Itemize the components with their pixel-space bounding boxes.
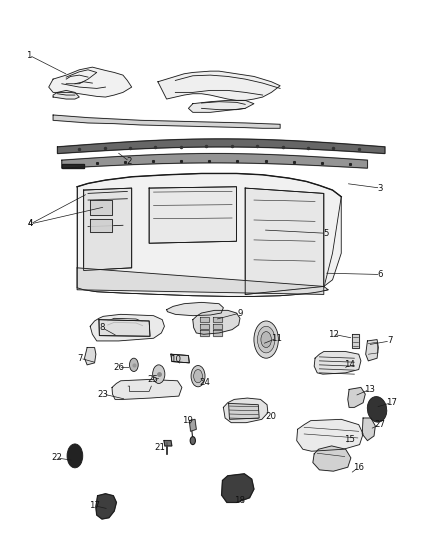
Text: 4: 4 xyxy=(28,220,33,229)
Polygon shape xyxy=(90,200,112,215)
Polygon shape xyxy=(90,219,112,232)
Text: 1: 1 xyxy=(26,51,32,60)
Text: 17: 17 xyxy=(386,398,397,407)
Polygon shape xyxy=(53,115,280,128)
Polygon shape xyxy=(149,187,237,243)
Ellipse shape xyxy=(367,397,387,422)
Polygon shape xyxy=(57,139,385,154)
Circle shape xyxy=(67,444,83,468)
Text: 24: 24 xyxy=(200,378,211,387)
Text: 5: 5 xyxy=(323,229,329,238)
Polygon shape xyxy=(62,164,84,168)
Polygon shape xyxy=(193,310,240,334)
Polygon shape xyxy=(200,330,208,336)
Text: 16: 16 xyxy=(353,463,364,472)
Polygon shape xyxy=(189,419,196,431)
Text: 18: 18 xyxy=(234,496,245,505)
Polygon shape xyxy=(171,354,189,363)
Text: 9: 9 xyxy=(237,309,243,318)
Text: 2: 2 xyxy=(127,157,132,166)
Circle shape xyxy=(258,326,275,353)
Polygon shape xyxy=(213,330,222,336)
Text: 12: 12 xyxy=(328,330,339,339)
Text: 3: 3 xyxy=(378,183,383,192)
Polygon shape xyxy=(99,320,150,336)
Text: 7: 7 xyxy=(387,336,393,345)
Polygon shape xyxy=(314,352,361,374)
Polygon shape xyxy=(85,348,96,365)
Polygon shape xyxy=(352,334,359,348)
Circle shape xyxy=(152,365,165,383)
Text: 27: 27 xyxy=(374,420,385,429)
Text: 22: 22 xyxy=(51,454,62,463)
Polygon shape xyxy=(200,317,208,322)
Polygon shape xyxy=(297,419,363,451)
Text: 13: 13 xyxy=(364,385,375,394)
Polygon shape xyxy=(164,441,172,446)
Polygon shape xyxy=(313,446,351,471)
Polygon shape xyxy=(84,188,132,270)
Text: 11: 11 xyxy=(271,334,282,343)
Text: 19: 19 xyxy=(182,416,193,425)
Polygon shape xyxy=(222,474,254,503)
Circle shape xyxy=(254,321,279,358)
Polygon shape xyxy=(223,398,268,423)
Text: 10: 10 xyxy=(170,355,181,364)
Text: 4: 4 xyxy=(28,220,33,229)
Polygon shape xyxy=(90,314,164,341)
Polygon shape xyxy=(362,418,375,441)
Circle shape xyxy=(191,366,205,387)
Text: 20: 20 xyxy=(265,411,276,421)
Polygon shape xyxy=(112,379,182,399)
Polygon shape xyxy=(166,302,223,316)
Polygon shape xyxy=(49,67,132,97)
Text: 8: 8 xyxy=(99,323,105,332)
Text: 6: 6 xyxy=(378,270,383,279)
Polygon shape xyxy=(96,494,117,519)
Circle shape xyxy=(261,332,272,348)
Polygon shape xyxy=(213,324,222,329)
Polygon shape xyxy=(77,268,324,294)
Circle shape xyxy=(130,358,138,372)
Circle shape xyxy=(194,369,202,383)
Polygon shape xyxy=(62,154,367,168)
Text: 26: 26 xyxy=(113,363,124,372)
Polygon shape xyxy=(348,387,365,407)
Text: 25: 25 xyxy=(147,375,158,384)
Polygon shape xyxy=(188,100,254,112)
Text: 21: 21 xyxy=(155,443,166,452)
Polygon shape xyxy=(366,340,378,361)
Text: 14: 14 xyxy=(343,360,355,369)
Polygon shape xyxy=(229,403,259,419)
Polygon shape xyxy=(53,91,79,99)
Circle shape xyxy=(190,437,195,445)
Polygon shape xyxy=(213,317,222,322)
Text: 17: 17 xyxy=(89,501,100,510)
Polygon shape xyxy=(245,188,324,294)
Text: 15: 15 xyxy=(344,435,356,444)
Polygon shape xyxy=(77,173,341,296)
Text: 23: 23 xyxy=(98,390,109,399)
Polygon shape xyxy=(158,71,280,100)
Polygon shape xyxy=(200,324,208,329)
Text: 7: 7 xyxy=(78,354,83,362)
